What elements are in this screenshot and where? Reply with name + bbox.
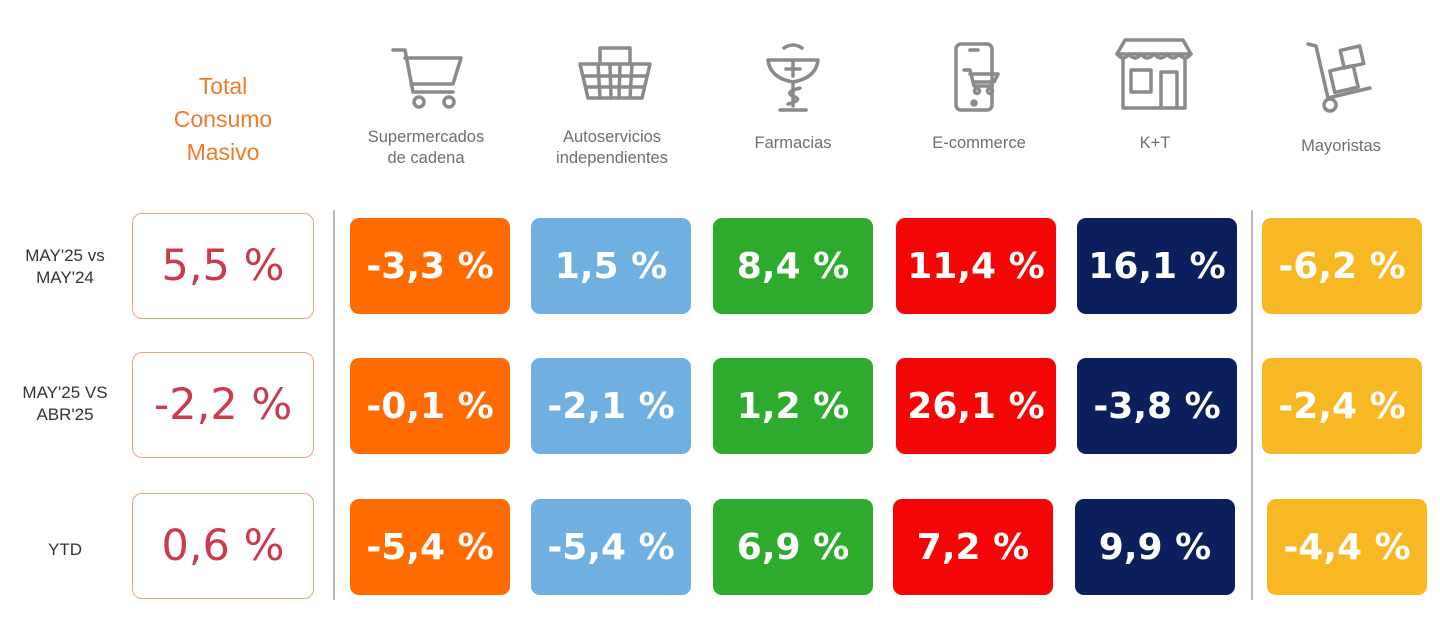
channel-label-farmacias: Farmacias (707, 133, 879, 154)
value-cell-kt-may24: 16,1 % (1077, 218, 1237, 314)
mobile-cart-icon (930, 38, 1020, 118)
channel-label-line: Farmacias (754, 134, 832, 152)
value-cell-farmacias-abr25: 1,2 % (713, 358, 873, 454)
channel-label-kt: K+T (1069, 133, 1241, 154)
value-cell-kt-ytd: 9,9 % (1075, 499, 1235, 595)
channel-label-line: de cadena (387, 149, 465, 167)
pharmacy-icon (748, 38, 838, 118)
channel-label-line: independientes (556, 149, 668, 167)
channel-label-mayoristas: Mayoristas (1255, 136, 1427, 157)
channel-label-line: E-commerce (932, 134, 1026, 152)
row-label-ytd: YTD (0, 539, 130, 561)
row-label-line: MAY'25 vs (25, 246, 105, 265)
value-cell-farmacias-ytd: 6,9 % (713, 499, 873, 595)
channel-label-line: Supermercados (367, 128, 485, 146)
row-label-line: MAY'24 (36, 268, 94, 287)
channel-label-ecommerce: E-commerce (893, 133, 1065, 154)
value-cell-autoservicios-may24: 1,5 % (531, 218, 691, 314)
total-value-may25-vs-may24: 5,5 % (132, 213, 314, 319)
value-cell-supermercados-abr25: -0,1 % (350, 358, 510, 454)
channel-label-line: Mayoristas (1301, 137, 1381, 155)
value-cell-mayoristas-may24: -6,2 % (1262, 218, 1422, 314)
row-label-may25-vs-abr25: MAY'25 VS ABR'25 (0, 382, 130, 426)
value-cell-supermercados-ytd: -5,4 % (350, 499, 510, 595)
value-cell-ecommerce-may24: 11,4 % (896, 218, 1056, 314)
total-title-line-1: Total (198, 73, 248, 99)
left-separator (333, 210, 335, 600)
shopping-basket-icon (570, 38, 660, 118)
value-cell-ecommerce-ytd: 7,2 % (893, 499, 1053, 595)
value-cell-supermercados-may24: -3,3 % (350, 218, 510, 314)
value-cell-mayoristas-ytd: -4,4 % (1267, 499, 1427, 595)
total-value-ytd: 0,6 % (132, 493, 314, 599)
channel-label-supermercados: Supermercados de cadena (340, 127, 512, 169)
total-title-line-3: Masivo (186, 139, 260, 165)
value-cell-autoservicios-abr25: -2,1 % (531, 358, 691, 454)
total-value-may25-vs-abr25: -2,2 % (132, 352, 314, 458)
total-title-line-2: Consumo (173, 106, 273, 132)
channel-label-autoservicios: Autoservicios independientes (526, 127, 698, 169)
value-cell-ecommerce-abr25: 26,1 % (896, 358, 1056, 454)
row-label-line: MAY'25 VS (22, 383, 108, 402)
hand-truck-icon (1296, 38, 1386, 118)
value-cell-mayoristas-abr25: -2,4 % (1262, 358, 1422, 454)
shopping-cart-icon (381, 40, 471, 120)
row-label-may25-vs-may24: MAY'25 vs MAY'24 (0, 245, 130, 289)
row-label-line: YTD (48, 540, 82, 559)
row-label-line: ABR'25 (36, 405, 94, 424)
right-separator (1251, 210, 1253, 600)
channel-label-line: Autoservicios (562, 128, 662, 146)
value-cell-farmacias-may24: 8,4 % (713, 218, 873, 314)
value-cell-kt-abr25: -3,8 % (1077, 358, 1237, 454)
storefront-icon (1109, 34, 1199, 114)
total-consumo-masivo-title: Total Consumo Masivo (132, 70, 314, 169)
value-cell-autoservicios-ytd: -5,4 % (531, 499, 691, 595)
channel-label-line: K+T (1139, 134, 1171, 152)
